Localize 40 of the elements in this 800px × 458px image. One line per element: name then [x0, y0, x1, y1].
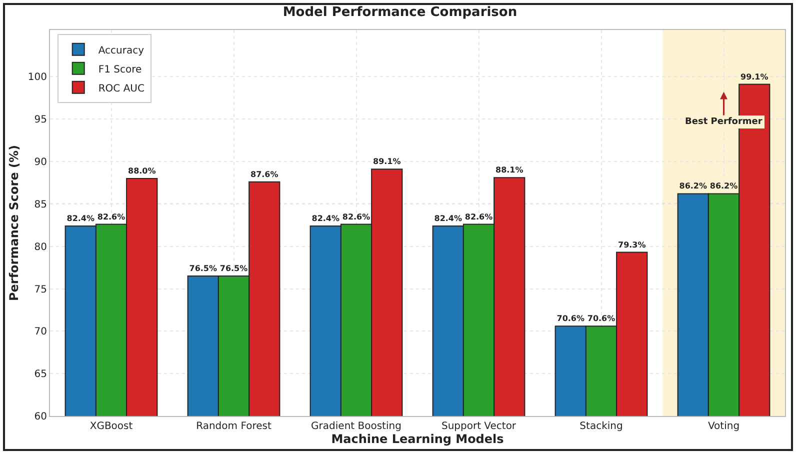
y-tick-label: 75	[34, 284, 47, 296]
data-label: 82.6%	[464, 212, 493, 222]
data-label: 87.6%	[250, 170, 278, 179]
x-tick-label: Voting	[708, 421, 740, 432]
y-axis-title: Performance Score (%)	[7, 144, 22, 302]
data-label: 70.6%	[587, 314, 616, 324]
y-tick-label: 70	[34, 326, 47, 338]
data-label: 79.3%	[618, 240, 646, 250]
data-label: 76.5%	[220, 264, 248, 274]
x-tick-label: Random Forest	[196, 421, 272, 432]
data-label: 82.4%	[312, 214, 340, 223]
x-tick-label: Support Vector	[441, 421, 517, 432]
y-tick-label: 65	[34, 369, 47, 380]
x-axis-title: Machine Learning Models	[331, 432, 504, 446]
x-tick-label: Gradient Boosting	[311, 421, 402, 432]
data-label: 88.1%	[495, 166, 524, 175]
y-tick-label: 95	[34, 114, 47, 126]
legend-label: Accuracy	[98, 45, 144, 56]
chart-title: Model Performance Comparison	[282, 4, 518, 20]
annotation: Best Performer	[685, 117, 763, 127]
y-tick-label: 100	[28, 72, 47, 84]
x-tick-label: Stacking	[580, 421, 623, 432]
data-label: 86.2%	[679, 182, 708, 191]
y-tick-label: 90	[34, 156, 47, 168]
y-tick-label: 80	[34, 242, 47, 253]
data-label: 82.4%	[66, 214, 95, 223]
data-label: 70.6%	[556, 314, 585, 324]
x-tick-label: XGBoost	[90, 421, 133, 432]
legend-label: F1 Score	[98, 64, 142, 76]
data-label: 89.1%	[372, 157, 401, 166]
data-label: 76.5%	[189, 264, 218, 274]
data-label: 88.0%	[128, 166, 156, 176]
y-tick-label: 85	[34, 199, 47, 210]
data-label: 86.2%	[710, 182, 738, 191]
data-label: 82.6%	[342, 212, 370, 222]
data-label: 99.1%	[740, 72, 768, 82]
data-label: 82.4%	[434, 214, 462, 223]
legend-label: ROC AUC	[98, 83, 144, 94]
y-tick-label: 60	[34, 412, 47, 422]
data-label: 82.6%	[97, 212, 126, 222]
